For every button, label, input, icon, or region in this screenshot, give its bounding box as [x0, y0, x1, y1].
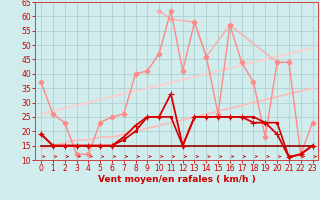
X-axis label: Vent moyen/en rafales ( km/h ): Vent moyen/en rafales ( km/h )	[98, 175, 256, 184]
